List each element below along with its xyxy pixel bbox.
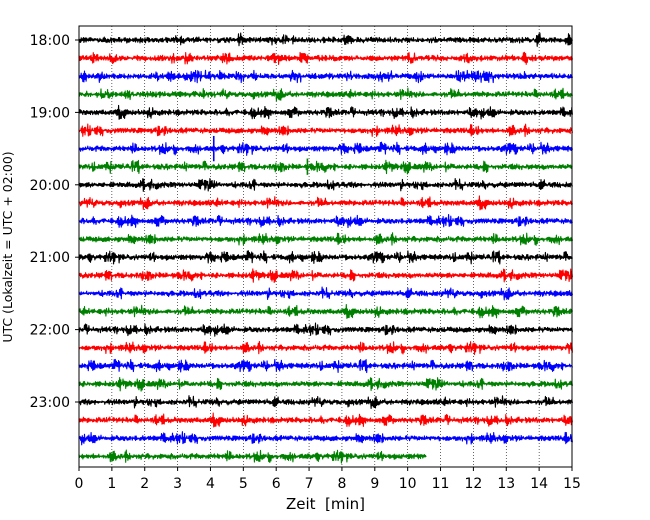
y-tick-label: 20:00 <box>30 178 70 194</box>
y-tick-label: 19:00 <box>30 105 70 121</box>
trace-2145 <box>78 303 573 319</box>
x-tick-label: 4 <box>206 476 215 492</box>
x-tick-label: 12 <box>464 476 482 492</box>
x-tick-label: 6 <box>272 476 281 492</box>
trace-2230 <box>78 358 573 374</box>
trace-2300 <box>78 395 573 410</box>
y-axis-label: UTC (Lokalzeit = UTC + 02:00) <box>0 151 15 342</box>
x-tick-label: 13 <box>497 476 515 492</box>
trace-2215 <box>78 340 573 356</box>
trace-2345 <box>78 449 427 464</box>
trace-2200 <box>78 322 573 337</box>
trace-1945 <box>78 159 573 175</box>
trace-2000 <box>78 177 573 192</box>
x-tick-label: 7 <box>305 476 314 492</box>
trace-1900 <box>78 104 573 120</box>
trace-2100 <box>78 250 573 265</box>
trace-2245 <box>78 376 573 392</box>
y-tick-label: 23:00 <box>30 395 70 411</box>
axis-ticks: 0 1 2 3 4 5 6 7 8 9 10 11 12 13 14 1518:0019:0020:0021:… <box>30 33 581 492</box>
x-tick-label: 5 <box>239 476 248 492</box>
y-tick-label: 22:00 <box>30 323 70 339</box>
x-tick-label: 9 <box>370 476 379 492</box>
x-tick-label: 0 <box>75 476 84 492</box>
x-tick-label: 11 <box>432 476 450 492</box>
x-tick-label: 15 <box>563 476 581 492</box>
trace-layer <box>78 32 573 464</box>
trace-2045 <box>78 232 573 246</box>
plot-frame <box>78 25 573 468</box>
trace-1930 <box>78 141 573 156</box>
trace-1800 <box>78 32 573 47</box>
y-tick-label: 21:00 <box>30 250 70 266</box>
x-axis-label: Zeit [min] <box>286 495 365 513</box>
trace-2015 <box>78 195 573 211</box>
trace-2315 <box>78 412 573 428</box>
y-tick-label: 18:00 <box>30 33 70 49</box>
x-tick-label: 8 <box>337 476 346 492</box>
x-tick-label: 14 <box>530 476 548 492</box>
trace-1830 <box>78 69 573 84</box>
trace-2130 <box>78 286 573 301</box>
x-tick-label: 3 <box>173 476 182 492</box>
trace-1845 <box>78 87 573 102</box>
trace-1915 <box>78 123 573 138</box>
trace-2115 <box>78 268 573 284</box>
x-tick-label: 2 <box>140 476 149 492</box>
x-tick-label: 1 <box>107 476 116 492</box>
trace-2330 <box>78 431 573 446</box>
trace-1815 <box>78 51 573 66</box>
trace-2030 <box>78 213 573 229</box>
x-tick-label: 10 <box>399 476 417 492</box>
